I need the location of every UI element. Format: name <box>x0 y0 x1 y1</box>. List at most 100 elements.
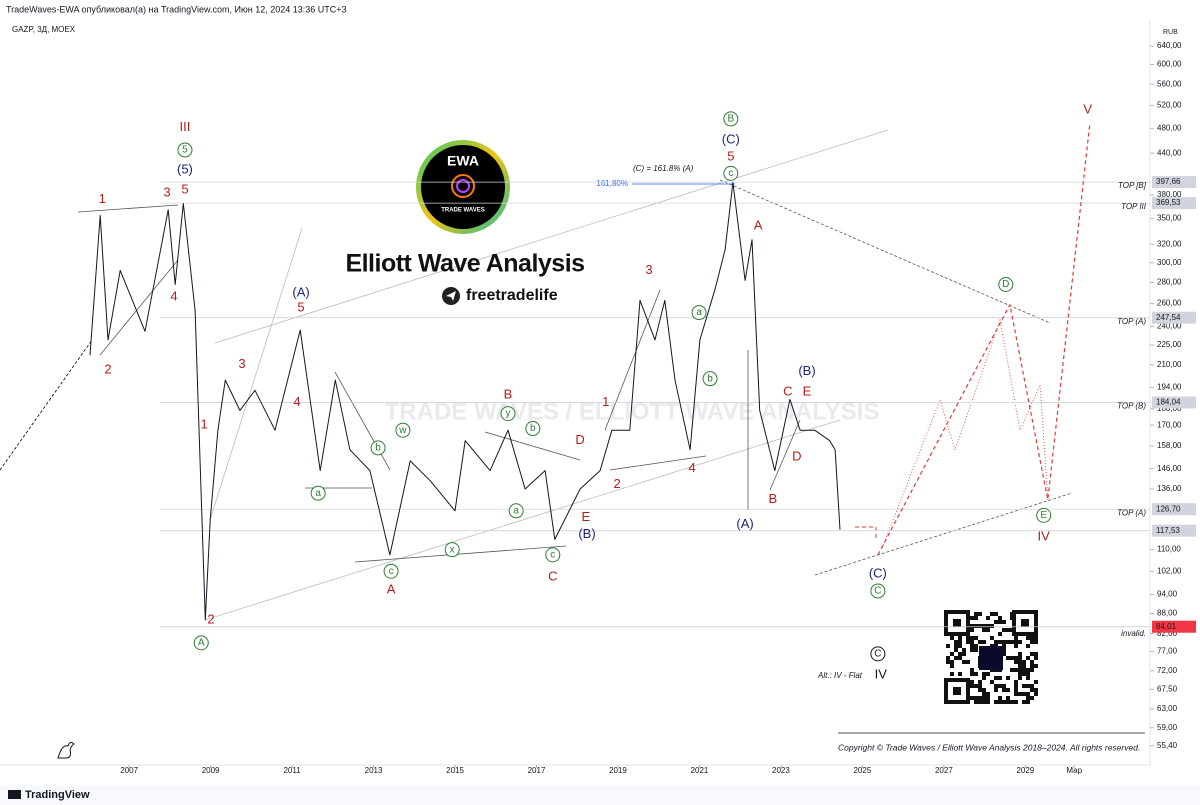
qr-cell <box>998 684 1002 688</box>
currency: RUB <box>1163 29 1178 36</box>
qr-cell <box>1022 668 1026 672</box>
y-tick-label: 194,00 <box>1157 382 1182 391</box>
qr-cell <box>1030 636 1034 640</box>
level-name: TOP III <box>1121 202 1147 211</box>
qr-cell <box>986 628 990 632</box>
y-tick-label: 102,00 <box>1157 566 1182 575</box>
wave-label-circled: c <box>728 168 733 179</box>
wave-circle <box>691 305 707 321</box>
wave-label: 5 <box>727 149 734 164</box>
qr-cell <box>1034 636 1038 640</box>
wave-label: 4 <box>293 394 300 409</box>
plot: 640,00 600,00 560,00 520,00 480,00 440,00 380,… <box>89 41 1196 775</box>
qr-cell <box>966 640 970 644</box>
qr-cell <box>986 696 990 700</box>
qr-cell <box>1018 660 1022 664</box>
x-tick-label: 2015 <box>446 766 464 775</box>
qr-cell <box>978 612 982 616</box>
wave-label: D <box>575 432 584 447</box>
wave-label-circled: w <box>398 425 407 436</box>
qr-cell <box>986 616 990 620</box>
qr-cell <box>978 688 982 692</box>
qr-cell <box>954 644 958 648</box>
y-tick-label: 77,00 <box>1157 647 1178 656</box>
qr-cell <box>1006 676 1010 680</box>
y-tick-label: 520,00 <box>1157 101 1182 110</box>
wave-label-circled: a <box>513 505 519 516</box>
y-tick-label: 82,00 <box>1157 629 1178 638</box>
level-box <box>1152 503 1196 516</box>
x-tick-label: 2011 <box>283 766 301 775</box>
y-tick-label: 136,00 <box>1157 484 1182 493</box>
qr-cell <box>1014 660 1018 664</box>
wave-label: IV <box>875 666 888 681</box>
qr-cell <box>966 636 970 640</box>
qr-cell <box>958 644 962 648</box>
qr-cell <box>1010 668 1014 672</box>
symbol: GAZP, 3Д, MOEX <box>12 25 76 34</box>
qr-cell <box>1018 664 1022 668</box>
qr-cell <box>994 684 998 688</box>
qr-cell <box>1026 644 1030 648</box>
qr-cell <box>1034 688 1038 692</box>
logo-emblem-inner <box>456 179 470 193</box>
logo-disc <box>421 145 505 229</box>
x-tick-label: 2013 <box>365 766 383 775</box>
x-tick-label: Мар <box>1066 766 1082 775</box>
wave-label-circled: 5 <box>182 145 188 156</box>
wave-label: C <box>783 383 792 398</box>
qr-cell <box>950 636 954 640</box>
qr-cell <box>1022 692 1026 696</box>
wave-label-circled: y <box>505 408 510 419</box>
qr-cell <box>990 624 994 628</box>
qr-cell <box>958 640 962 644</box>
qr-cell <box>970 644 974 648</box>
qr-cell <box>946 660 950 664</box>
y-tick-label: 170,00 <box>1157 420 1182 429</box>
logo: EWA TRADE WAVES <box>416 140 510 234</box>
qr-cell <box>970 640 974 644</box>
qr-cell <box>998 676 1002 680</box>
footer-brand: TradingView <box>25 789 90 801</box>
qr-cell <box>986 672 990 676</box>
qr-cell <box>982 688 986 692</box>
qr-cell <box>1010 640 1014 644</box>
qr-cell <box>990 680 994 684</box>
wave-label-circled: a <box>696 307 702 318</box>
handle: freetradelife <box>466 287 558 304</box>
footer-bar <box>0 785 1200 805</box>
tv-logo <box>8 790 21 799</box>
y-tick-label: 67,50 <box>1157 684 1178 693</box>
qr-cell <box>970 668 974 672</box>
wave-label: III <box>180 119 191 134</box>
qr-cell <box>1002 700 1006 704</box>
dino-icon <box>57 741 75 759</box>
qr-cell <box>1014 644 1018 648</box>
level-label: 247,54 <box>1156 313 1181 322</box>
qr-cell <box>982 624 986 628</box>
y-tick-label: 260,00 <box>1157 299 1182 308</box>
wave-label: (B) <box>798 363 815 378</box>
wave-circle <box>702 371 718 387</box>
qr-cell <box>1026 684 1030 688</box>
x-tick-label: 2023 <box>772 766 790 775</box>
qr-cell <box>1026 692 1030 696</box>
wave-circle <box>723 165 739 181</box>
wave-label: E <box>581 509 590 524</box>
y-tick-label: 110,00 <box>1157 545 1181 554</box>
x-tick-label: 2021 <box>691 766 709 775</box>
qr-cell <box>962 648 966 652</box>
qr-cell <box>1030 696 1034 700</box>
qr-cell <box>950 664 954 668</box>
qr-cell <box>998 620 1002 624</box>
wave-label-circled: b <box>530 423 536 434</box>
qr-cell <box>970 696 974 700</box>
y-tick-label: 88,00 <box>1157 609 1178 618</box>
level-box <box>1152 176 1196 189</box>
qr-cell <box>958 672 962 676</box>
x-tick-label: 2007 <box>120 766 138 775</box>
qr-cell <box>978 700 982 704</box>
qr-cell <box>994 676 998 680</box>
wave-label: C <box>548 568 557 583</box>
qr-cell <box>1026 696 1030 700</box>
